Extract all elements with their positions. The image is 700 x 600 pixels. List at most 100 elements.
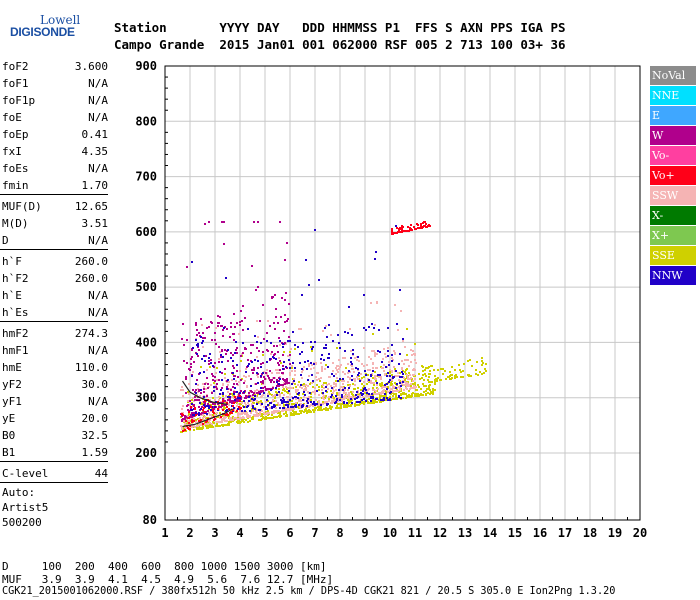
data-point xyxy=(239,413,241,415)
data-point xyxy=(339,347,341,349)
data-point xyxy=(394,382,396,384)
param-value: N/A xyxy=(88,306,108,319)
data-point xyxy=(218,399,220,401)
data-point xyxy=(203,386,205,388)
data-point xyxy=(395,390,397,392)
data-point xyxy=(278,337,280,339)
data-point xyxy=(319,380,321,382)
data-point xyxy=(383,399,385,401)
param-value: N/A xyxy=(88,77,108,90)
data-point xyxy=(251,398,253,400)
data-point xyxy=(226,328,228,330)
data-point xyxy=(460,376,462,378)
data-point xyxy=(202,383,204,385)
data-point xyxy=(240,355,242,357)
data-point xyxy=(273,322,275,324)
data-point xyxy=(372,362,374,364)
data-point xyxy=(184,429,186,431)
data-point xyxy=(333,390,335,392)
data-point xyxy=(198,406,200,408)
data-point xyxy=(405,393,407,395)
data-point xyxy=(368,379,370,381)
data-point xyxy=(203,388,205,390)
data-point xyxy=(301,351,303,353)
data-point xyxy=(350,350,352,352)
data-point xyxy=(287,404,289,406)
data-point xyxy=(256,415,258,417)
data-point xyxy=(306,412,308,414)
data-point xyxy=(410,361,412,363)
param-value: 110.0 xyxy=(74,361,108,374)
data-point xyxy=(269,393,271,395)
x-tick-label: 10 xyxy=(383,526,397,540)
data-point xyxy=(253,402,255,404)
data-point xyxy=(243,375,245,377)
data-point xyxy=(351,363,353,365)
param-label: h`E xyxy=(2,289,22,302)
data-point xyxy=(352,394,354,396)
data-point xyxy=(383,364,385,366)
data-point xyxy=(212,426,214,428)
data-point xyxy=(216,388,218,390)
data-point xyxy=(386,375,388,377)
data-point xyxy=(256,403,258,405)
x-tick-label: 2 xyxy=(186,526,193,540)
data-point xyxy=(272,399,274,401)
auto-algorithm: Artist5 xyxy=(2,501,49,514)
data-point xyxy=(261,413,263,415)
y-tick-label: 500 xyxy=(135,280,157,294)
x-tick-label: 5 xyxy=(261,526,268,540)
data-point xyxy=(285,404,287,406)
param-row: foE N/A xyxy=(2,111,108,124)
data-point xyxy=(260,396,262,398)
data-point xyxy=(239,370,241,372)
data-point xyxy=(292,410,294,412)
data-point xyxy=(368,356,370,358)
data-point xyxy=(342,371,344,373)
data-point xyxy=(347,363,349,365)
data-point xyxy=(298,404,300,406)
data-point xyxy=(222,384,224,386)
data-point xyxy=(373,382,375,384)
data-point xyxy=(370,380,372,382)
data-point xyxy=(211,373,213,375)
data-point xyxy=(302,393,304,395)
data-point xyxy=(283,351,285,353)
data-point xyxy=(289,351,291,353)
data-point xyxy=(275,308,277,310)
data-point xyxy=(226,424,228,426)
param-label: foF2 xyxy=(2,60,29,73)
data-point xyxy=(229,396,231,398)
data-point xyxy=(239,400,241,402)
data-point xyxy=(200,389,202,391)
data-point xyxy=(222,400,224,402)
data-point xyxy=(221,424,223,426)
chart-grid xyxy=(165,66,640,520)
data-point xyxy=(202,340,204,342)
data-point xyxy=(372,377,374,379)
data-point xyxy=(253,399,255,401)
data-point xyxy=(207,423,209,425)
data-point xyxy=(225,416,227,418)
data-point xyxy=(376,367,378,369)
data-point xyxy=(230,352,232,354)
data-point xyxy=(237,397,239,399)
data-point xyxy=(370,396,372,398)
data-point xyxy=(198,332,200,334)
data-point xyxy=(364,387,366,389)
data-point xyxy=(430,391,432,393)
data-point xyxy=(404,359,406,361)
data-point xyxy=(278,372,280,374)
data-point xyxy=(335,389,337,391)
data-point xyxy=(278,415,280,417)
data-point xyxy=(285,409,287,411)
data-point xyxy=(429,381,431,383)
data-point xyxy=(410,396,412,398)
param-row: foEp 0.41 xyxy=(2,128,108,141)
data-point xyxy=(250,412,252,414)
data-point xyxy=(375,251,377,253)
data-point xyxy=(289,363,291,365)
chart-axes: 1 2 3 4 5 6 7 8 9 10 11 12 13 14 15 16 17 18 19 20802003004… xyxy=(135,59,647,540)
data-point xyxy=(340,364,342,366)
data-point xyxy=(348,387,350,389)
